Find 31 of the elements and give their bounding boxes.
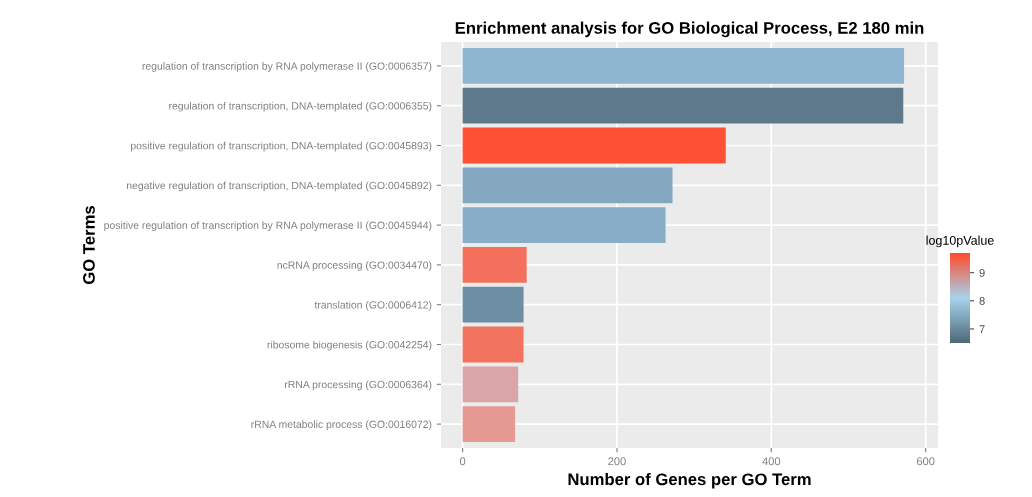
- x-tick-label: 0: [459, 457, 466, 466]
- bar: [462, 366, 519, 403]
- x-tick-label: 400: [762, 457, 781, 466]
- y-tick-label: positive regulation of transcription, DNA-templated (GO:0045893): [131, 141, 432, 152]
- y-tick-label: regulation of transcription, DNA-templated (GO:0006355): [169, 101, 432, 112]
- y-tick-label: regulation of transcription by RNA polymerase II (GO:0006357): [142, 62, 432, 72]
- x-tick-label: 600: [916, 457, 935, 466]
- bar: [462, 286, 524, 323]
- y-tick-label: positive regulation of transcription by RNA polymerase II (GO:0045944): [104, 221, 432, 232]
- y-tick-label: negative regulation of transcription, DNA-templated (GO:0045892): [126, 181, 432, 192]
- bar: [462, 167, 673, 204]
- color-bar-label: 9: [979, 268, 985, 277]
- color-bar-title: log10pValue: [926, 235, 994, 248]
- bar: [462, 326, 524, 363]
- bar: [462, 246, 527, 283]
- y-tick-label: rRNA processing (GO:0006364): [285, 380, 432, 391]
- bar: [462, 87, 904, 124]
- chart-title: Enrichment analysis for GO Biological Process, E2 180 min: [455, 21, 924, 38]
- color-bar-label: 7: [979, 325, 985, 333]
- bar: [462, 207, 666, 244]
- y-tick-label: ribosome biogenesis (GO:0042254): [267, 340, 432, 351]
- bar: [462, 47, 905, 84]
- color-bar-label: 8: [979, 297, 985, 305]
- x-tick-label: 200: [608, 457, 626, 466]
- bar: [462, 127, 726, 164]
- y-tick-label: rRNA metabolic process (GO:0016072): [251, 420, 432, 431]
- x-axis-title: Number of Genes per GO Term: [568, 472, 811, 489]
- y-axis-title: GO Terms: [83, 206, 95, 284]
- y-tick-label: translation (GO:0006412): [314, 300, 432, 311]
- bar: [462, 406, 516, 443]
- y-tick-label: ncRNA processing (GO:0034470): [277, 261, 432, 271]
